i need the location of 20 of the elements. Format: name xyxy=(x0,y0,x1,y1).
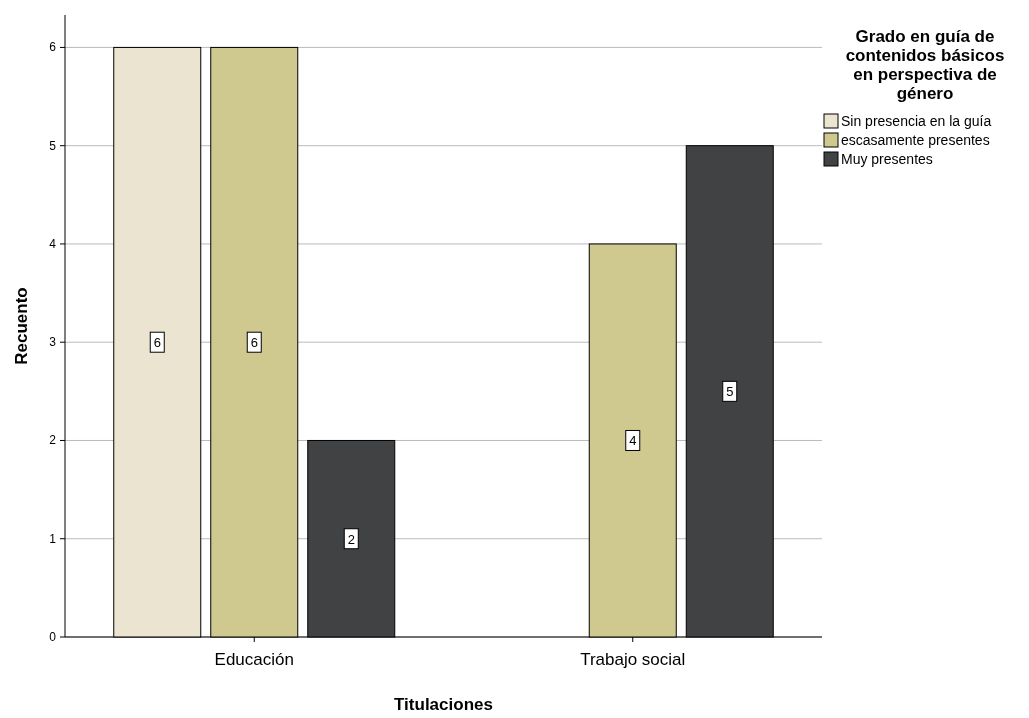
data-label: 5 xyxy=(726,384,734,400)
legend-title: Grado en guía de contenidos básicos en perspectiva de género xyxy=(845,27,1005,103)
x-tick-label: Trabajo social xyxy=(580,650,686,669)
y-tick-label: 0 xyxy=(49,630,57,644)
data-label: 4 xyxy=(629,433,637,449)
y-axis-title: Recuento xyxy=(12,287,31,365)
data-label: 6 xyxy=(153,335,161,351)
data-label: 6 xyxy=(250,335,258,351)
data-label: 2 xyxy=(347,531,355,547)
y-tick-label: 2 xyxy=(49,433,57,448)
legend-label: escasamente presentes xyxy=(841,132,990,148)
legend-label: Sin presencia en la guía xyxy=(841,113,992,129)
x-tick-label: Educación xyxy=(214,650,294,669)
x-axis-title: Titulaciones xyxy=(394,695,493,714)
y-tick-label: 6 xyxy=(49,40,57,55)
legend-label: Muy presentes xyxy=(841,151,933,167)
y-tick-label: 1 xyxy=(49,531,57,546)
y-tick-label: 4 xyxy=(49,236,57,251)
y-tick-label: 3 xyxy=(49,335,57,350)
y-tick-label: 5 xyxy=(49,138,57,153)
